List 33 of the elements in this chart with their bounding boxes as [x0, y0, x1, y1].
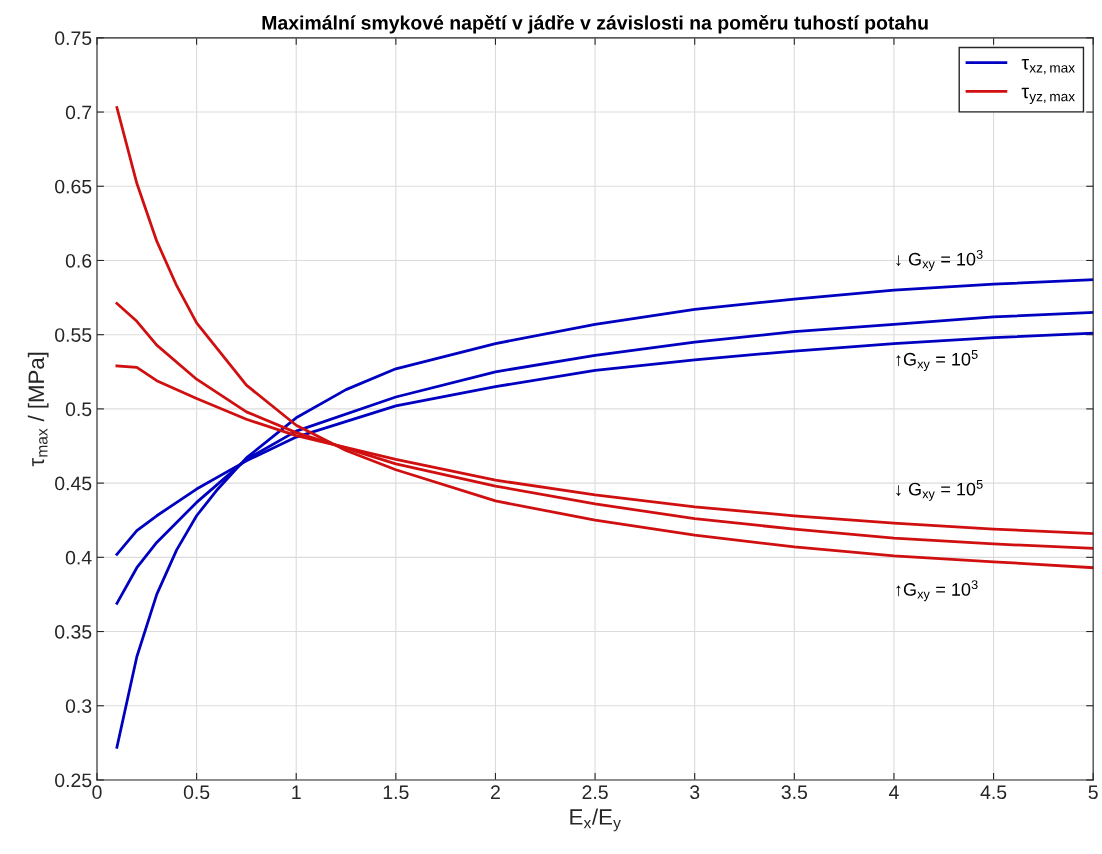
y-tick-label: 0.75 — [55, 31, 92, 46]
x-tick-label: 1 — [292, 785, 301, 799]
x-tick-label: 3 — [690, 785, 700, 800]
y-tick-label: 0.55 — [55, 328, 92, 342]
y-tick-label: 0.65 — [55, 179, 92, 194]
x-tick-label: 2.5 — [582, 785, 608, 800]
x-tick-label: 5 — [1088, 785, 1098, 800]
y-axis-title: τ$_{max}$ / [MPa] — [27, 352, 49, 467]
line-series — [115, 106, 1094, 570]
x-tick-label: 1.5 — [383, 785, 409, 800]
legend-label: τ$_{xz,max}$ — [1021, 59, 1075, 75]
y-tick-label: 0.7 — [65, 105, 92, 120]
x-tick-label: 0 — [92, 785, 102, 800]
y-tick-label: 0.35 — [55, 625, 92, 639]
y-tick-label: 0.3 — [65, 699, 92, 713]
y-tick-label: 0.5 — [65, 402, 92, 417]
annotation: ↑G$_{xy}$ = 10$^{3}$ — [896, 580, 978, 602]
x-axis-title: E$_{x}$/E$_{y}$ — [570, 808, 621, 832]
annotation: ↓ G$_{xy}$ = 10$^{5}$ — [896, 479, 983, 501]
x-tick-label: 0.5 — [183, 785, 210, 800]
x-tick-label: 4.5 — [980, 785, 1007, 800]
y-tick-label: 0.25 — [55, 773, 92, 788]
x-tick-label: 3.5 — [781, 785, 808, 800]
chart-title: Maximální smykové napětí v jádře v závislosti na poměru tuhostí potahu — [262, 14, 928, 34]
x-tick-label: 2 — [491, 785, 500, 799]
y-tick-label: 0.6 — [65, 253, 92, 268]
x-tick-label: 4 — [888, 785, 899, 799]
y-tick-label: 0.4 — [65, 550, 92, 565]
y-tick-label: 0.45 — [55, 476, 92, 491]
annotation: ↑G$_{xy}$ = 10$^{5}$ — [896, 350, 978, 371]
legend-label: τ$_{yz,max}$ — [1021, 87, 1075, 104]
line-series — [115, 278, 1094, 749]
annotation: ↓ G$_{xy}$ = 10$^{3}$ — [896, 249, 983, 271]
